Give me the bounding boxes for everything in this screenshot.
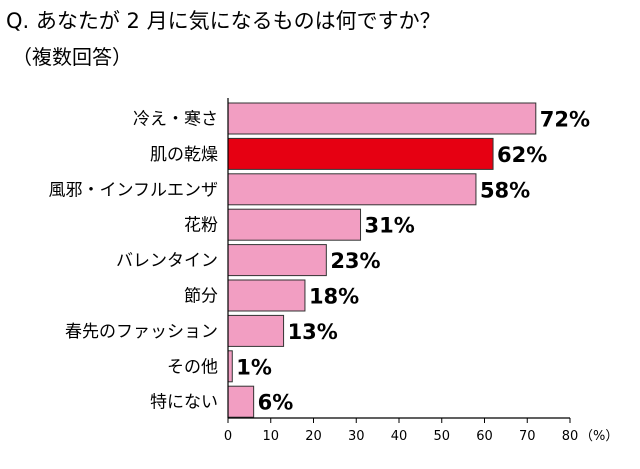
category-label: 冷え・寒さ	[133, 110, 218, 130]
x-tick-label: 40	[391, 429, 408, 444]
bar	[227, 244, 327, 277]
bar	[227, 314, 285, 347]
bars: 冷え・寒さ 72% 肌の乾燥 62% 風邪・インフルエンザ 58% 花粉 31% バレンタイン 2…	[49, 102, 590, 418]
value-label: 58%	[480, 178, 530, 202]
x-tick-label: 70	[519, 429, 536, 444]
bar	[227, 102, 537, 135]
x-tick-label: 30	[348, 429, 365, 444]
bar	[227, 208, 362, 241]
value-label: 72%	[540, 108, 590, 132]
category-label: 肌の乾燥	[150, 145, 218, 165]
value-label: 62%	[497, 143, 547, 167]
bar	[227, 137, 494, 170]
x-tick-label: 20	[305, 429, 322, 444]
value-label: 6%	[258, 391, 294, 415]
value-label: 23%	[330, 249, 380, 273]
bar	[227, 279, 306, 312]
value-label: 18%	[309, 285, 359, 309]
x-axis: 0 10 20 30 40 50 60 70 80 （%）	[224, 98, 618, 444]
category-label: 節分	[184, 287, 218, 307]
category-label: 風邪・インフルエンザ	[49, 180, 219, 200]
x-tick-label: 50	[433, 429, 450, 444]
category-label: その他	[167, 357, 218, 377]
chart-subtitle: （複数回答）	[12, 45, 132, 69]
value-label: 1%	[236, 355, 272, 379]
value-label: 13%	[288, 320, 338, 344]
bar	[227, 173, 477, 206]
bar	[227, 385, 255, 418]
value-label: 31%	[365, 214, 415, 238]
x-tick-label: 80	[562, 429, 579, 444]
category-label: 春先のファッション	[65, 322, 218, 342]
x-tick-label: 60	[476, 429, 493, 444]
x-unit-label: （%）	[580, 429, 618, 444]
category-label: 特にない	[150, 393, 218, 413]
x-tick-label: 0	[224, 429, 232, 444]
category-label: 花粉	[184, 216, 218, 236]
bar	[227, 350, 233, 383]
chart-title: Q. あなたが 2 月に気になるものは何ですか？	[6, 9, 441, 33]
category-label: バレンタイン	[116, 251, 218, 271]
x-tick-label: 10	[262, 429, 279, 444]
